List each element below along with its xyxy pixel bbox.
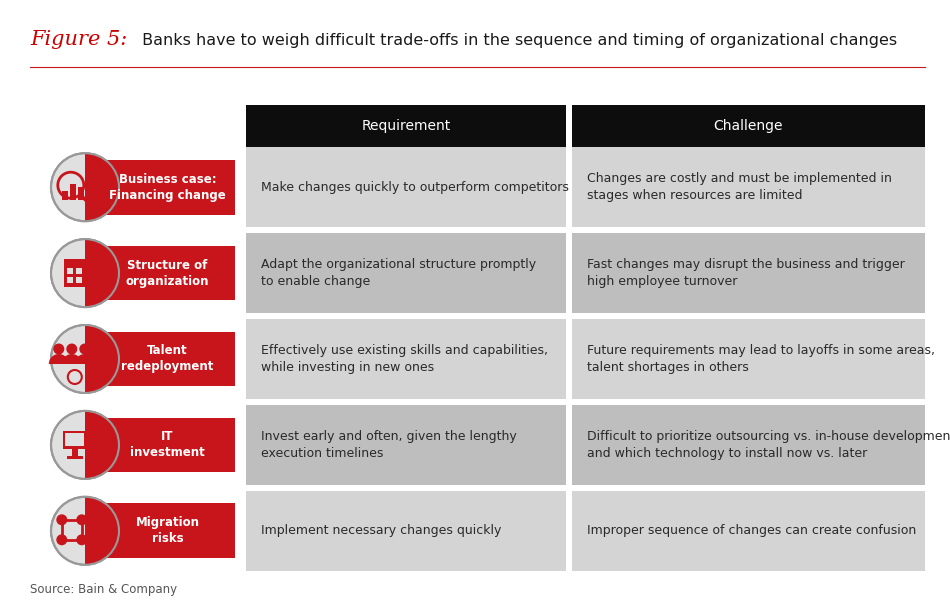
- Text: Structure of
organization: Structure of organization: [125, 259, 209, 288]
- Bar: [85, 246, 235, 301]
- Circle shape: [76, 514, 87, 525]
- Wedge shape: [85, 411, 119, 479]
- Bar: [572, 233, 925, 314]
- Bar: [246, 490, 566, 571]
- Bar: [64, 259, 86, 287]
- Text: Banks have to weigh difficult trade-offs in the sequence and timing of organizat: Banks have to weigh difficult trade-offs…: [137, 33, 897, 48]
- Bar: [85, 160, 235, 214]
- Text: Future requirements may lead to layoffs in some areas,
talent shortages in other: Future requirements may lead to layoffs …: [587, 344, 935, 374]
- Bar: [76, 277, 82, 283]
- Text: Difficult to prioritize outsourcing vs. in-house development,
and which technolo: Difficult to prioritize outsourcing vs. …: [587, 430, 950, 460]
- Text: Improper sequence of changes can create confusion: Improper sequence of changes can create …: [587, 524, 916, 537]
- Bar: [85, 331, 235, 386]
- Text: Implement necessary changes quickly: Implement necessary changes quickly: [261, 524, 502, 537]
- Circle shape: [56, 534, 67, 545]
- Bar: [63, 431, 86, 449]
- Circle shape: [51, 496, 119, 565]
- Bar: [66, 456, 83, 459]
- Text: Invest early and often, given the lengthy
execution timelines: Invest early and often, given the length…: [261, 430, 517, 460]
- Bar: [246, 319, 566, 399]
- Bar: [85, 418, 235, 472]
- Bar: [572, 147, 925, 227]
- Text: Requirement: Requirement: [361, 119, 450, 133]
- Bar: [66, 277, 73, 283]
- Bar: [78, 187, 84, 200]
- Wedge shape: [85, 239, 119, 307]
- Bar: [66, 434, 85, 447]
- Text: Talent
redeployment: Talent redeployment: [122, 344, 214, 373]
- Wedge shape: [62, 354, 82, 364]
- Text: Fast changes may disrupt the business and trigger
high employee turnover: Fast changes may disrupt the business an…: [587, 258, 904, 288]
- Bar: [572, 490, 925, 571]
- Circle shape: [51, 325, 119, 393]
- Text: Adapt the organizational structure promptly
to enable change: Adapt the organizational structure promp…: [261, 258, 536, 288]
- Text: Effectively use existing skills and capabilities,
while investing in new ones: Effectively use existing skills and capa…: [261, 344, 548, 374]
- Bar: [246, 147, 566, 227]
- Text: Migration
risks: Migration risks: [136, 516, 200, 545]
- Wedge shape: [75, 354, 95, 364]
- Circle shape: [79, 344, 90, 354]
- Bar: [246, 405, 566, 485]
- Circle shape: [66, 344, 77, 354]
- Text: Challenge: Challenge: [713, 119, 783, 133]
- Bar: [246, 233, 566, 314]
- Circle shape: [53, 344, 65, 354]
- Text: IT
investment: IT investment: [130, 431, 205, 460]
- Circle shape: [56, 514, 67, 525]
- Text: Business case:
Financing change: Business case: Financing change: [109, 172, 226, 201]
- Bar: [76, 268, 82, 274]
- Bar: [62, 191, 67, 200]
- Text: Changes are costly and must be implemented in
stages when resources are limited: Changes are costly and must be implement…: [587, 172, 892, 202]
- Wedge shape: [48, 354, 68, 364]
- Bar: [72, 449, 78, 457]
- Circle shape: [51, 153, 119, 221]
- Wedge shape: [85, 325, 119, 393]
- Wedge shape: [85, 496, 119, 565]
- Circle shape: [76, 534, 87, 545]
- Bar: [246, 105, 566, 147]
- Text: Make changes quickly to outperform competitors: Make changes quickly to outperform compe…: [261, 180, 569, 193]
- Text: Source: Bain & Company: Source: Bain & Company: [30, 583, 177, 596]
- Circle shape: [51, 239, 119, 307]
- Wedge shape: [85, 153, 119, 221]
- Bar: [572, 319, 925, 399]
- Bar: [66, 268, 73, 274]
- Bar: [572, 405, 925, 485]
- Circle shape: [51, 411, 119, 479]
- Text: Figure 5:: Figure 5:: [30, 30, 127, 49]
- Bar: [69, 184, 76, 200]
- Bar: [572, 105, 925, 147]
- Bar: [85, 503, 235, 558]
